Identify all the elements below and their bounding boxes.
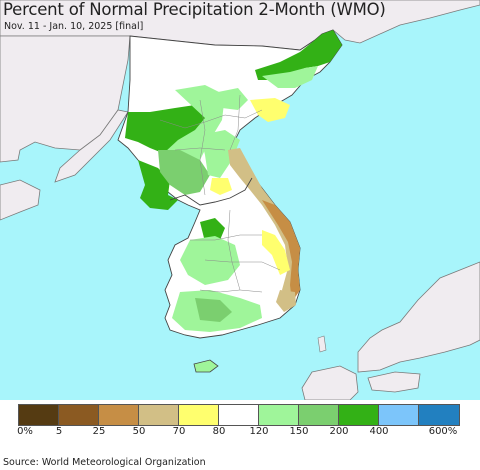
center-north-lightgreen (200, 130, 240, 178)
legend-swatch (219, 405, 259, 425)
legend-tick-label: 5 (55, 426, 63, 437)
legend-tick-label: 50 (132, 426, 146, 437)
color-legend (18, 404, 460, 426)
date-range-subtitle: Nov. 11 - Jan. 10, 2025 [final] (4, 21, 144, 32)
legend-swatch (99, 405, 139, 425)
legend-swatch (19, 405, 59, 425)
legend-tick-label: 150 (289, 426, 309, 437)
north-yellow (250, 98, 290, 122)
jeju-island (193, 359, 219, 373)
legend-tick-label: 70 (172, 426, 186, 437)
legend-tick-label: 200 (329, 426, 349, 437)
legend-swatch (179, 405, 219, 425)
dmz-border (169, 177, 253, 206)
nw-lightgreen (165, 85, 225, 170)
south-medgreen (195, 298, 232, 322)
legend-tick-label: 0% (17, 426, 33, 437)
east-yellow (262, 230, 290, 275)
japan-kyushu (301, 365, 359, 400)
province-borders (159, 94, 281, 293)
west-coast-green (138, 160, 178, 210)
legend-tick-label: 25 (92, 426, 106, 437)
legend-swatch (259, 405, 299, 425)
legend-swatch (299, 405, 339, 425)
legend-swatch (339, 405, 379, 425)
west-medgreen (158, 150, 210, 195)
mainland-outside-west (0, 35, 131, 163)
legend-swatch (59, 405, 99, 425)
japan-shikoku (367, 371, 421, 393)
shandong-peninsula (0, 179, 41, 221)
liaodong-peninsula (54, 109, 129, 183)
precipitation-map (0, 0, 480, 400)
sw-green-cluster (200, 218, 225, 242)
legend-swatch (419, 405, 459, 425)
legend-tick-label: 80 (212, 426, 226, 437)
legend-tick-label: 600% (428, 426, 458, 437)
tsushima (317, 335, 327, 353)
legend-tick-label: 400 (369, 426, 389, 437)
east-yellow-north (210, 178, 232, 195)
east-coast-brown (262, 200, 300, 302)
legend-tick-label: 120 (249, 426, 269, 437)
legend-swatch (379, 405, 419, 425)
northeast-green (255, 30, 342, 80)
page-title: Percent of Normal Precipitation 2-Month … (3, 0, 386, 19)
legend-swatch (139, 405, 179, 425)
northeast-lightgreen (262, 66, 318, 88)
legend-tick-labels: 0% 5 25 50 70 80 120 150 200 400 600% (0, 426, 480, 440)
southeast-tan (276, 290, 296, 312)
north-lightgreen-small (218, 88, 248, 110)
source-credit: Source: World Meteorological Organizatio… (3, 457, 206, 468)
japan-honshu (357, 261, 480, 373)
